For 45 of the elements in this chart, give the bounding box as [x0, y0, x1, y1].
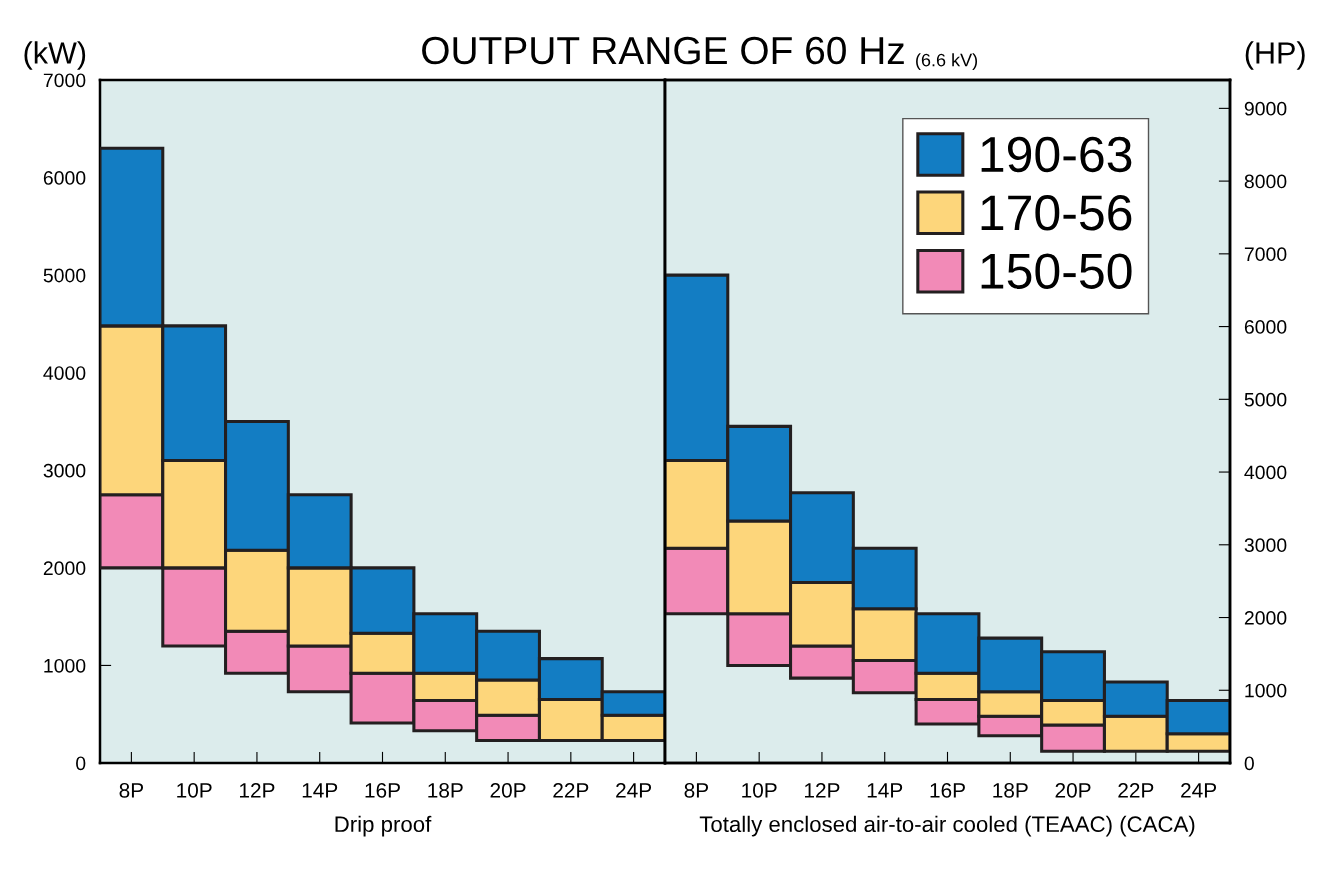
x-axis-title: Drip proof	[335, 815, 432, 837]
y2-tick-label: 8000	[1244, 174, 1287, 189]
y2-tick-label: 6000	[1244, 320, 1287, 334]
y2-tick-label: 1000	[1245, 683, 1287, 698]
x-tick-label: 18P	[428, 782, 463, 798]
y-tick-label: 0	[76, 756, 86, 771]
x-tick-label: 8P	[119, 782, 144, 798]
x-tick-label: 14P	[867, 783, 903, 798]
x-tick-label: 20P	[1055, 782, 1091, 798]
x-tick-label: 24P	[1181, 782, 1217, 798]
x-tick-label: 16P	[930, 782, 965, 798]
chart-title: OUTPUT RANGE OF 60 Hz	[422, 36, 904, 65]
y-tick-label: 6000	[43, 171, 86, 185]
y2-tick-label: 4000	[1244, 465, 1287, 480]
x-tick-label: 10P	[177, 782, 212, 798]
x-tick-label: 16P	[365, 782, 400, 798]
y2-tick-label: 0	[1244, 756, 1254, 771]
x-tick-label: 22P	[1118, 782, 1154, 798]
x-tick-label: 24P	[616, 782, 652, 798]
x-axis-title: Totally enclosed air-to-air cooled (TEAAC) (CACA)	[699, 815, 1195, 837]
y-axis-title: (kW)	[24, 41, 86, 70]
x-tick-label: 18P	[993, 782, 1028, 798]
y2-tick-label: 7000	[1244, 247, 1287, 262]
legend-label: 190-63	[981, 136, 1132, 173]
y-tick-label: 1000	[44, 658, 86, 673]
chart-subtitle: (6.6 kV)	[916, 53, 978, 70]
y-tick-label: 7000	[43, 73, 86, 88]
x-tick-label: 20P	[490, 782, 526, 798]
y-tick-label: 5000	[43, 268, 86, 283]
y-tick-label: 4000	[43, 366, 86, 380]
y2-axis-title: (HP)	[1245, 41, 1305, 70]
x-tick-label: 22P	[553, 782, 589, 798]
x-tick-label: 10P	[742, 782, 777, 798]
x-tick-label: 14P	[302, 783, 338, 798]
y2-tick-label: 2000	[1244, 610, 1287, 625]
x-tick-label: 12P	[240, 782, 275, 798]
y-tick-label: 2000	[43, 561, 86, 576]
y2-tick-label: 9000	[1244, 101, 1287, 116]
y2-tick-label: 3000	[1244, 538, 1287, 553]
x-tick-label: 8P	[684, 782, 709, 798]
x-tick-label: 12P	[805, 782, 840, 798]
y-tick-label: 3000	[43, 463, 86, 478]
legend-label: 170-56	[981, 195, 1132, 231]
legend-label: 150-50	[981, 253, 1132, 289]
y2-tick-label: 5000	[1244, 392, 1287, 407]
